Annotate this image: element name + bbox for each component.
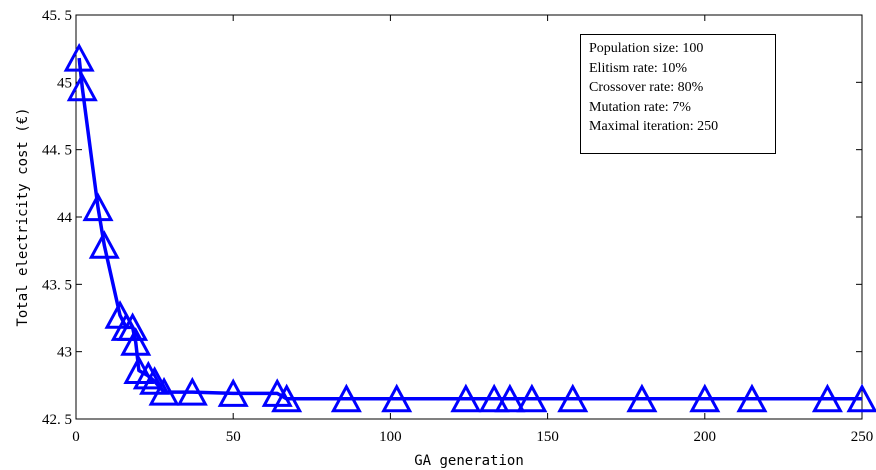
data-point-marker <box>450 383 482 413</box>
annotation-crossover-rate: Crossover rate: 80% <box>589 80 704 95</box>
data-point-marker <box>689 383 721 413</box>
data-point-marker <box>148 376 180 406</box>
x-tick-label: 250 <box>851 429 874 445</box>
x-tick-label: 0 <box>72 429 80 445</box>
data-point-marker <box>120 327 152 356</box>
data-point-marker <box>176 376 208 406</box>
annotation-population-size: Population size: 100 <box>589 41 704 56</box>
data-point-marker <box>516 383 548 413</box>
y-tick-label: 43. 5 <box>42 277 72 293</box>
y-tick-label: 45. 5 <box>42 8 72 24</box>
y-tick-label: 45 <box>57 75 72 91</box>
x-tick-label: 100 <box>379 429 402 445</box>
y-tick-label: 42. 5 <box>42 412 72 428</box>
data-point-marker <box>330 383 362 413</box>
data-point-marker <box>139 366 171 395</box>
data-point-marker <box>66 72 98 102</box>
data-point-marker <box>381 383 413 413</box>
data-point-marker <box>217 378 249 407</box>
data-point-marker <box>271 383 303 413</box>
data-point-marker <box>736 383 768 413</box>
data-point-marker <box>557 383 589 413</box>
annotation-maximal-iteration: Maximal iteration: 250 <box>589 119 719 134</box>
x-tick-label: 200 <box>694 429 717 445</box>
data-point-marker <box>117 312 149 341</box>
x-axis-title: GA generation <box>414 453 524 469</box>
data-point-marker <box>846 383 876 413</box>
series-layer <box>63 42 876 413</box>
data-point-marker <box>63 42 95 72</box>
x-tick-label: 150 <box>536 429 559 445</box>
y-tick-label: 44. 5 <box>42 143 72 159</box>
axis-ticks <box>75 14 863 420</box>
x-tick-label: 50 <box>226 429 241 445</box>
tick-labels: 0 50 100 150 200 250 42. 5 43 43. 5 44 44. 5 45 45. … <box>42 8 873 445</box>
data-point-marker <box>626 383 658 413</box>
parameter-annotation-box: Population size: 100 Elitism rate: 10% C… <box>580 34 776 154</box>
data-point-marker <box>811 383 843 413</box>
y-tick-label: 43 <box>57 345 72 361</box>
data-point-marker <box>82 192 114 222</box>
data-point-marker <box>478 383 510 413</box>
data-point-marker <box>88 230 120 259</box>
annotation-mutation-rate: Mutation rate: 7% <box>589 99 691 115</box>
data-point-marker <box>132 360 164 390</box>
data-point-marker <box>494 383 526 413</box>
annotation-elitism-rate: Elitism rate: 10% <box>589 60 687 76</box>
y-axis-title: Total electricity cost (€) <box>15 107 31 326</box>
y-tick-label: 44 <box>57 210 73 226</box>
